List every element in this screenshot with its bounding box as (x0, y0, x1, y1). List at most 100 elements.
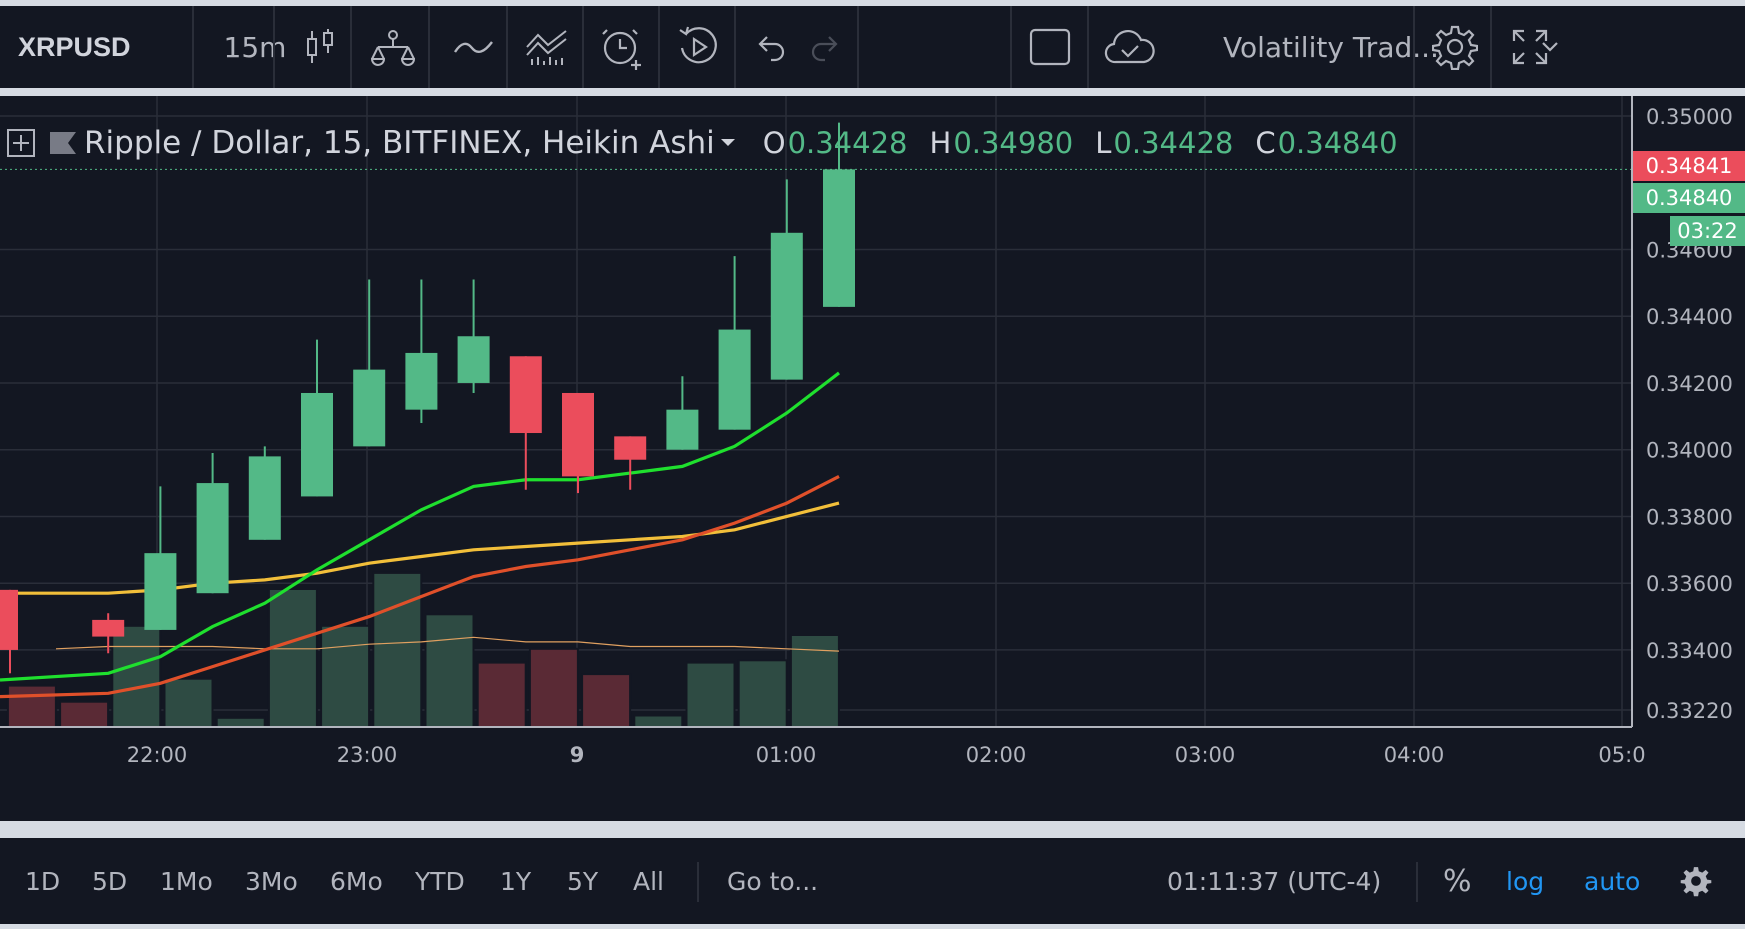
series-legend: Ripple / Dollar, 15, BITFINEX, Heikin As… (6, 120, 1420, 166)
candle-body (144, 553, 177, 630)
alert-icon (602, 29, 641, 70)
price-tick-label: 0.33600 (1646, 572, 1733, 596)
expand-legend-icon[interactable] (6, 128, 36, 158)
candle-body (666, 409, 699, 450)
candle-body (405, 352, 438, 410)
range-5y[interactable]: 5Y (567, 866, 599, 896)
time-tick-label: 05:0 (1598, 743, 1645, 767)
fullscreen-button[interactable] (1495, 6, 1565, 88)
volume-bars (6, 571, 840, 729)
template-dropdown-button[interactable] (1530, 6, 1570, 88)
volume-bar (267, 588, 318, 728)
toolbar-divider (192, 6, 194, 88)
time-tick-label: 23:00 (337, 743, 398, 767)
chart-style-button[interactable] (285, 6, 355, 88)
cloud-icon (1104, 30, 1155, 64)
candle-body (301, 392, 333, 497)
time-tick-label: 9 (570, 743, 585, 767)
time-axis[interactable]: 22:00 23:00 9 01:00 02:00 03:00 04:00 05:0 (0, 726, 1646, 767)
volume-bar (111, 624, 162, 728)
chart-grid (0, 96, 1632, 727)
volume-bar (476, 661, 527, 728)
range-1y[interactable]: 1Y (500, 866, 532, 896)
volume-bar (581, 673, 632, 728)
volume-bar (163, 677, 214, 729)
template-name-button[interactable]: Volatility Trad... (1223, 30, 1439, 64)
volume-bar (633, 714, 684, 728)
range-ytd[interactable]: YTD (415, 866, 465, 896)
goto-date-button[interactable]: Go to... (727, 866, 819, 896)
volume-bar (737, 659, 788, 728)
rectangle-icon (1029, 28, 1071, 66)
indicators-button[interactable] (440, 6, 510, 88)
compare-button[interactable] (355, 6, 430, 88)
high-value: 0.34980 (953, 126, 1074, 160)
close-label: C (1255, 126, 1276, 160)
log-scale-toggle[interactable]: log (1506, 866, 1545, 896)
candle-body (457, 336, 490, 383)
auto-scale-toggle[interactable]: auto (1584, 866, 1641, 896)
percent-scale-toggle[interactable]: % (1443, 863, 1472, 899)
undo-button[interactable] (740, 6, 800, 88)
toolbar-divider (697, 862, 699, 902)
toolbar-divider (1416, 862, 1418, 902)
ma-green-line (0, 371, 840, 682)
moving-averages (0, 371, 840, 699)
range-6mo[interactable]: 6Mo (330, 866, 383, 896)
alert-button[interactable] (588, 6, 658, 88)
range-all[interactable]: All (633, 866, 664, 896)
redo-icon (811, 36, 838, 62)
time-tick-label: 01:00 (756, 743, 817, 767)
templates-button[interactable] (512, 6, 582, 88)
toolbar-divider (857, 6, 859, 88)
layout-button[interactable] (1015, 6, 1085, 88)
ma-orange-line (0, 474, 840, 699)
scale-settings-button[interactable] (1680, 838, 1712, 924)
symbol-flag-icon (50, 132, 76, 154)
gear-icon (1680, 867, 1712, 897)
volume-bar (424, 613, 475, 728)
indicator-icon (453, 41, 493, 54)
symbol-search-button[interactable]: XRPUSD (18, 31, 131, 62)
high-label: H (929, 126, 952, 160)
toolbar-divider (658, 6, 660, 88)
candle-body (614, 436, 647, 460)
top-toolbar: XRPUSD 15m (0, 6, 1745, 88)
candle-body (248, 456, 281, 540)
time-tick-label: 04:00 (1384, 743, 1445, 767)
volume-bar (59, 700, 110, 729)
price-tick-label: 0.34000 (1646, 439, 1733, 463)
volume-bar (320, 624, 371, 728)
price-tick-label: 0.35000 (1646, 105, 1733, 129)
bottom-toolbar: 1D 5D 1Mo 3Mo 6Mo YTD 1Y 5Y All Go to...… (0, 838, 1745, 924)
price-tick-label: 0.33400 (1646, 639, 1733, 663)
toolbar-divider (582, 6, 584, 88)
series-title[interactable]: Ripple / Dollar, 15, BITFINEX, Heikin As… (84, 125, 715, 161)
templates-icon (526, 30, 567, 65)
fullscreen-icon (1512, 29, 1548, 65)
candles-icon (307, 29, 333, 63)
last-price-tag-red: 0.34841 (1633, 151, 1745, 181)
price-chart[interactable]: 0.33220 0.33400 0.33600 0.33800 0.34000 0.342… (0, 96, 1745, 821)
volume-bar (6, 684, 57, 728)
range-1mo[interactable]: 1Mo (160, 866, 213, 896)
range-3mo[interactable]: 3Mo (245, 866, 298, 896)
candle-body (823, 169, 855, 307)
candle-body (718, 329, 751, 430)
clock-timezone-button[interactable]: 01:11:37 (UTC-4) (1167, 866, 1382, 896)
candle-body (196, 483, 229, 594)
toolbar-divider (273, 6, 275, 88)
settings-button[interactable] (1420, 6, 1490, 88)
close-value: 0.34840 (1277, 126, 1398, 160)
interval-button[interactable]: 15m (223, 30, 287, 64)
redo-button[interactable] (796, 6, 856, 88)
price-tick-label: 0.34400 (1646, 305, 1733, 329)
chart-panel[interactable]: 0.33220 0.33400 0.33600 0.33800 0.34000 0.342… (0, 96, 1745, 821)
range-1d[interactable]: 1D (25, 866, 61, 896)
range-5d[interactable]: 5D (92, 866, 128, 896)
gear-icon (1432, 25, 1478, 70)
replay-button[interactable] (664, 6, 734, 88)
save-template-button[interactable] (1100, 6, 1160, 88)
chevron-down-icon[interactable] (715, 133, 741, 153)
